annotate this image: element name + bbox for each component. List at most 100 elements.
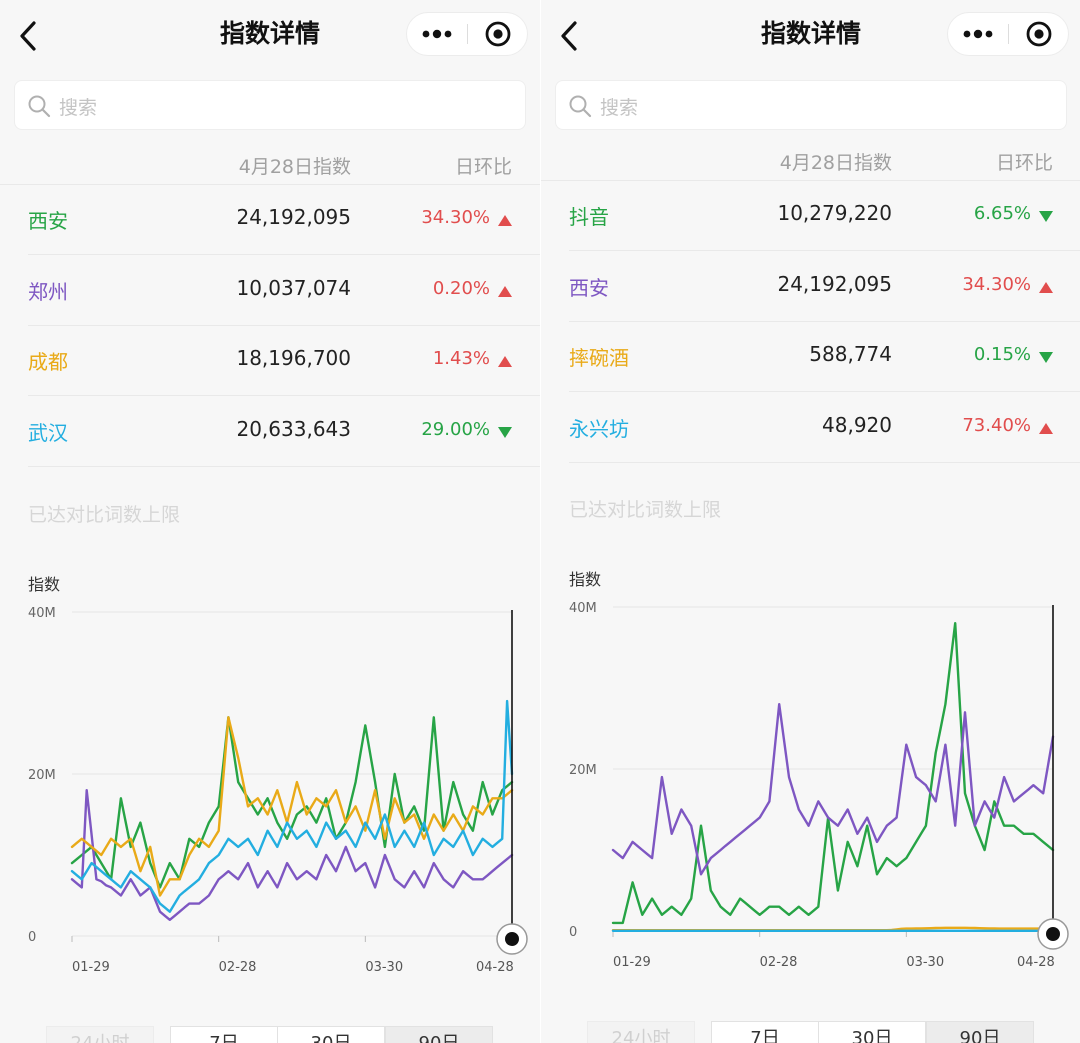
series-line-成都 [70, 716, 514, 897]
index-value: 48,920 [822, 412, 892, 437]
series-line-西安 [70, 716, 514, 889]
right-panel: 指数详情搜索 4月28日指数 日环比抖音 10,279,220 6.65% 西安 24,19… [541, 0, 1080, 1043]
back-arrow-icon[interactable] [553, 16, 585, 56]
y-tick-label: 0 [569, 925, 577, 940]
y-tick-label: 20M [569, 763, 597, 778]
index-value: 10,279,220 [777, 201, 892, 225]
index-value: 588,774 [809, 342, 892, 366]
limit-notice: 已达对比词数上限 [28, 504, 181, 526]
search-placeholder: 搜索 [59, 97, 98, 119]
nav-bar: 指数详情 [541, 0, 1080, 72]
index-value: 24,192,095 [236, 205, 351, 229]
keyword-row[interactable]: 永兴坊 48,920 73.40% [541, 393, 1080, 463]
tab-0[interactable]: 24小时 [46, 1026, 154, 1043]
back-arrow-icon[interactable] [12, 16, 44, 56]
row-divider [569, 461, 1080, 463]
capsule-divider [467, 24, 468, 44]
search-input[interactable]: 搜索 [14, 80, 526, 130]
keyword-row[interactable]: 摔碗酒 588,774 0.15% [541, 322, 1080, 392]
series-line-武汉 [70, 699, 514, 913]
index-value: 10,037,074 [236, 275, 351, 300]
line-chart[interactable]: 0 20M 40M 01-29 02-28 03-30 04-28 [0, 590, 540, 980]
day-ratio: 0.20% [432, 277, 490, 299]
series-line-郑州 [70, 789, 514, 921]
cursor-handle-dot [505, 932, 519, 946]
tab-3[interactable]: 90日 [385, 1026, 493, 1043]
keyword-row[interactable]: 西安 24,192,095 34.30% [541, 252, 1080, 322]
keyword-name: 西安 [28, 209, 68, 233]
search-icon [27, 94, 51, 118]
day-ratio: 34.30% [962, 273, 1031, 295]
keyword-row[interactable]: 成都 18,196,700 1.43% [0, 326, 540, 396]
tab-1[interactable]: 7日 [711, 1021, 819, 1043]
tab-2[interactable]: 30日 [818, 1021, 926, 1043]
row-divider [28, 254, 540, 255]
search-placeholder: 搜索 [600, 97, 639, 119]
header-ratio: 日环比 [995, 152, 1053, 174]
trend-down-icon [1039, 352, 1053, 363]
capsule-divider [1008, 24, 1009, 44]
day-ratio: 29.00% [421, 418, 490, 440]
x-tick-label: 03-30 [365, 960, 403, 975]
header-ratio: 日环比 [454, 156, 512, 178]
keyword-row[interactable]: 郑州 10,037,074 0.20% [0, 256, 540, 326]
x-tick-label: 02-28 [219, 960, 257, 975]
keyword-row[interactable]: 西安 24,192,095 34.30% [0, 185, 540, 255]
more-dots-icon[interactable] [948, 13, 1008, 55]
series-line-抖音 [611, 622, 1055, 925]
row-divider [28, 465, 540, 467]
trend-up-icon [498, 285, 512, 297]
y-tick-label: 0 [28, 930, 36, 945]
keyword-row[interactable]: 抖音 10,279,220 6.65% [541, 181, 1080, 251]
series-line-西安 [611, 703, 1055, 876]
line-chart[interactable]: 0 20M 40M 01-29 02-28 03-30 04-28 [541, 585, 1080, 975]
x-tick-label: 04-28 [476, 960, 514, 975]
table-header: 4月28日指数 日环比 [0, 144, 540, 184]
trend-up-icon [1039, 422, 1053, 434]
keyword-name: 郑州 [28, 279, 68, 304]
x-tick-label: 01-29 [72, 960, 110, 975]
tab-3[interactable]: 90日 [926, 1021, 1034, 1043]
row-divider [28, 395, 540, 396]
keyword-name: 摔碗酒 [569, 346, 629, 370]
keyword-name: 永兴坊 [569, 416, 629, 441]
search-icon [568, 94, 592, 118]
x-tick-label: 04-28 [1017, 955, 1055, 970]
close-target-icon[interactable] [1009, 13, 1069, 55]
tab-2[interactable]: 30日 [277, 1026, 385, 1043]
day-ratio: 1.43% [432, 348, 490, 369]
y-axis-title: 指数 [28, 575, 61, 594]
search-input[interactable]: 搜索 [555, 80, 1067, 130]
left-panel: 指数详情搜索 4月28日指数 日环比西安 24,192,095 34.30% 郑州 10,0… [0, 12, 540, 1043]
keyword-name: 成都 [28, 350, 68, 374]
mini-program-capsule [406, 12, 528, 56]
day-ratio: 73.40% [962, 414, 1031, 436]
row-divider [569, 391, 1080, 392]
x-tick-label: 02-28 [760, 955, 798, 970]
keyword-name: 抖音 [569, 205, 609, 229]
day-ratio: 6.65% [973, 203, 1031, 224]
header-divider [541, 180, 1080, 181]
close-target-icon[interactable] [468, 13, 528, 55]
day-ratio: 0.15% [973, 344, 1031, 365]
row-divider [569, 320, 1080, 322]
day-ratio: 34.30% [421, 207, 490, 228]
y-tick-label: 20M [28, 768, 56, 783]
trend-up-icon [498, 215, 512, 226]
tab-0[interactable]: 24小时 [587, 1021, 695, 1043]
x-tick-label: 01-29 [613, 955, 651, 970]
page-title: 指数详情 [219, 19, 320, 48]
cursor-handle-dot [1046, 927, 1060, 941]
keyword-row[interactable]: 武汉 20,633,643 29.00% [0, 397, 540, 467]
trend-up-icon [498, 356, 512, 367]
row-divider [569, 250, 1080, 251]
limit-notice: 已达对比词数上限 [569, 499, 722, 521]
tab-1[interactable]: 7日 [170, 1026, 278, 1043]
more-dots-icon[interactable] [407, 13, 467, 55]
row-divider [28, 324, 540, 326]
table-header: 4月28日指数 日环比 [541, 140, 1080, 180]
trend-up-icon [1039, 281, 1053, 293]
index-value: 18,196,700 [236, 346, 351, 370]
